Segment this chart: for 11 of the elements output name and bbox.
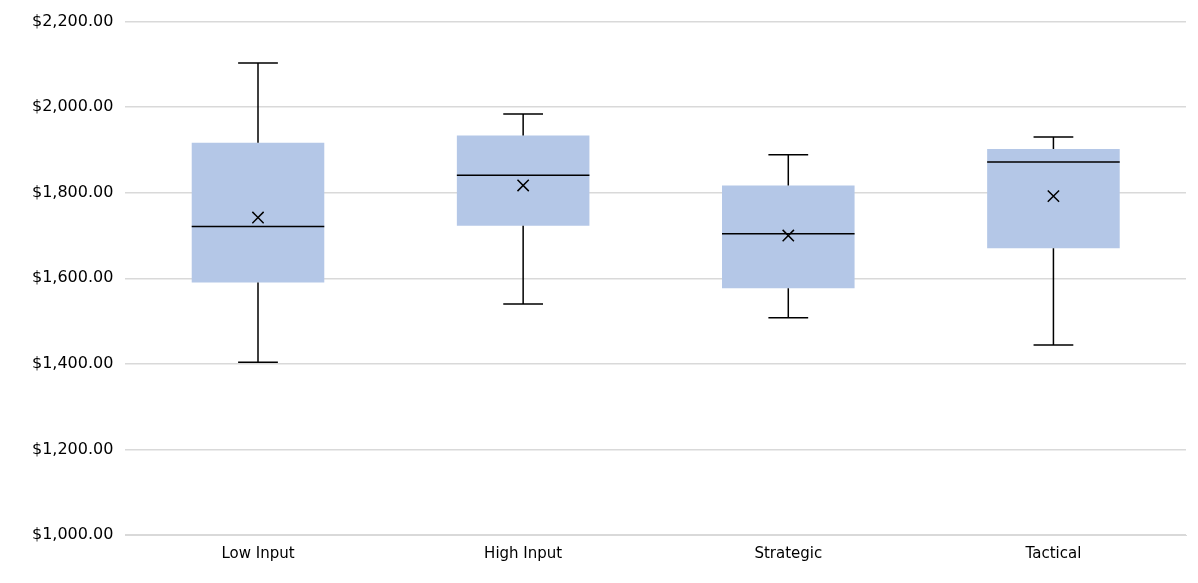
y-tick-label: $2,000.00 xyxy=(31,96,114,116)
y-tick-label: $1,400.00 xyxy=(31,353,114,373)
y-tick-label: $1,600.00 xyxy=(31,267,114,287)
y-tick-label: $1,800.00 xyxy=(31,181,114,201)
y-tick-label: $1,000.00 xyxy=(31,524,114,544)
y-tick-label: $2,200.00 xyxy=(31,10,114,30)
x-tick-label: Strategic xyxy=(754,543,823,562)
x-tick-label: High Input xyxy=(484,543,563,562)
y-tick-label: $1,200.00 xyxy=(31,438,114,458)
x-tick-label: Tactical xyxy=(1024,543,1082,562)
x-tick-label: Low Input xyxy=(221,543,295,562)
